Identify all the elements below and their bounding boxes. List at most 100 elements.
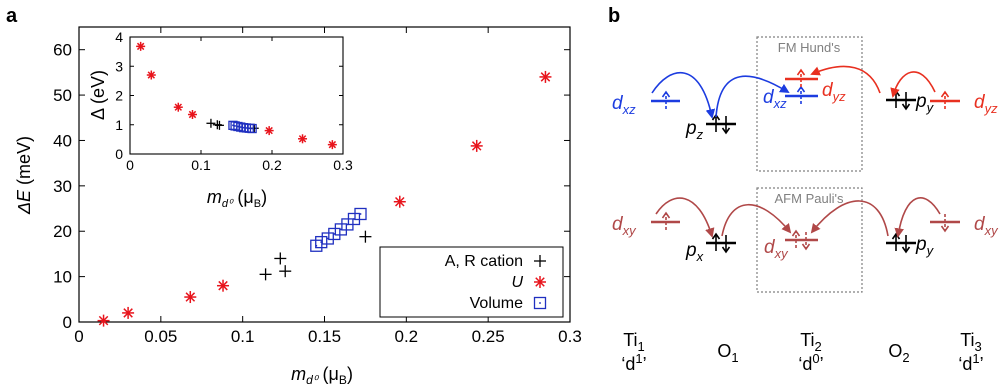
main-y-tick-label: 40 [53,131,72,150]
inset-y-axis: 0 1 2 3 4 [115,29,343,162]
legend-marker-u [534,276,546,288]
site-label-o1: O1 [717,341,738,365]
main-x-tick-label: 0.25 [472,327,505,346]
main-x-axis: 0 0.05 0.1 0.15 0.2 0.25 0.3 [74,27,582,346]
arrow-py-to-dyz [810,65,881,94]
afm-paulis-label: AFM Pauli's [775,191,844,206]
orbital-label-dyz-center: dyz [822,80,846,104]
arrow-py-to-dxy [810,200,889,237]
legend-label-cation: A, R cation [445,253,523,270]
main-x-tick-label: 0.05 [144,327,177,346]
main-point-asterisk [217,279,230,292]
afm-paulis-box [756,187,863,293]
arrow-dxz-to-pz [651,72,716,119]
inset-y-tick-label: 3 [115,58,123,74]
inset-point-asterisk [146,70,156,80]
inset-x-tick-label: 0.1 [191,157,211,173]
orbital-label-dxz-left: dxz [612,93,636,117]
main-point-plus [274,252,287,265]
inset-y-tick-label: 1 [115,117,123,133]
site-config-ti2: ‘d0’ [798,351,823,374]
inset-x-tick-label: 0.3 [333,157,353,173]
inset-x-tick-label: 0.2 [262,157,282,173]
legend-marker-cation [534,255,546,267]
legend: A, R cation U Volume [379,246,564,318]
legend-markers [533,255,547,310]
orbital-levels [651,68,960,254]
main-data-points [97,70,552,327]
main-point-asterisk [97,314,110,327]
arrow-pz-to-dxz [715,75,790,118]
panel-label-b: b [608,5,620,27]
inset-plot-frame [129,36,344,155]
inset-point-asterisk [173,102,183,112]
hopping-arrows [651,65,941,238]
inset-y-tick-label: 2 [115,88,123,104]
inset-point-plus [249,123,259,133]
main-x-tick-label: 0.15 [308,327,341,346]
inset-point-asterisk [264,126,274,136]
site-label-ti3: Ti3 [960,330,982,354]
main-point-asterisk [122,306,135,319]
main-x-tick-label: 0.2 [395,327,419,346]
main-point-square [315,235,328,249]
orbital-label-dxy-left: dxy [612,214,637,238]
orbital-label-px: px [685,240,704,264]
inset-point-asterisk [327,140,337,150]
main-y-tick-label: 0 [63,313,72,332]
arrow-dxy-to-px [655,197,715,238]
main-point-asterisk [393,195,406,208]
orbital-label-py-bottom: py [915,234,935,258]
main-y-axis-label: ΔE (meV) [14,136,34,215]
inset-plot: 0 0.1 0.2 0.3 0 1 2 3 4 [115,29,353,173]
site-label-ti2: Ti2 [800,330,822,354]
fm-hunds-label: FM Hund's [778,40,841,55]
orbital-label-dxy-center: dxy [764,237,789,261]
main-y-tick-label: 20 [53,222,72,241]
site-config-ti1: ‘d1’ [621,351,646,374]
fm-hunds-box [756,36,863,172]
main-x-tick-label: 0 [74,327,83,346]
site-label-ti1: Ti1 [623,330,645,354]
inset-y-tick-label: 4 [115,29,123,45]
orbital-label-dxz-center: dxz [763,87,787,111]
main-y-tick-label: 10 [53,268,72,287]
main-point-plus [359,230,372,243]
orbital-label-pz: pz [685,118,704,142]
main-point-asterisk [470,139,483,152]
main-y-tick-label: 60 [53,41,72,60]
inset-y-tick-label: 0 [115,146,123,162]
legend-label-u: U [511,274,523,291]
inset-point-plus [206,118,216,128]
inset-data-points [136,41,337,150]
legend-box [379,246,564,318]
main-x-tick-label: 0.1 [231,327,255,346]
inset-x-axis: 0 0.1 0.2 0.3 [126,37,353,173]
arrow-px-to-dxy [721,204,792,237]
panel-label-a: a [6,5,18,27]
legend-marker-volume [533,296,547,310]
inset-point-asterisk [187,110,197,120]
legend-label-volume: Volume [470,295,523,312]
main-point-asterisk [539,70,552,83]
site-config-ti3: ‘d1’ [958,351,983,374]
arrow-dyz-to-py [890,71,936,98]
inset-point-plus [214,120,224,130]
inset-point-asterisk [298,134,308,144]
orbital-label-py-top: py [915,91,935,115]
main-point-plus [279,265,292,278]
main-point-plus [259,268,272,281]
inset-y-axis-label: Δ (eV) [88,70,108,120]
orbital-label-dxy-right: dxy [974,214,999,238]
main-x-tick-label: 0.3 [558,327,582,346]
main-y-tick-label: 30 [53,177,72,196]
main-point-square [354,207,367,221]
inset-x-tick-label: 0 [126,157,134,173]
orbital-label-dyz-right: dyz [974,92,998,116]
inset-x-axis-label: md⁰ (μB) [207,187,267,210]
main-x-axis-label: md⁰ (μB) [291,364,353,387]
inset-point-square [247,123,257,134]
main-y-tick-label: 50 [53,86,72,105]
